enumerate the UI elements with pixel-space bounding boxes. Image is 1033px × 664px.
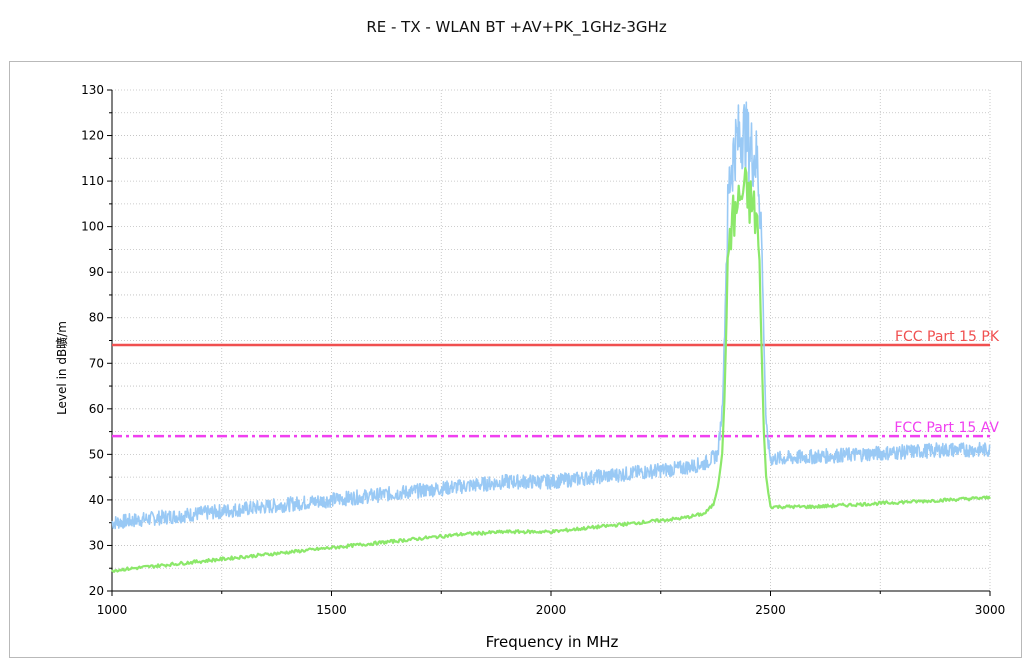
x-axis-title: Frequency in MHz — [486, 633, 619, 651]
x-tick-label: 3000 — [975, 603, 1006, 617]
limit-lines: FCC Part 15 PK FCC Part 15 AV — [112, 329, 1000, 438]
y-tick-label: 30 — [89, 538, 104, 552]
data-series — [111, 101, 991, 573]
y-tick-label: 120 — [81, 129, 104, 143]
x-tick-label: 1500 — [316, 603, 347, 617]
y-tick-label: 110 — [81, 174, 104, 188]
series-line-average — [111, 167, 991, 573]
chart-title: RE - TX - WLAN BT +AV+PK_1GHz-3GHz — [366, 18, 667, 36]
y-tick-label: 100 — [81, 220, 104, 234]
y-tick-label: 70 — [89, 356, 104, 370]
plot-frame — [9, 61, 1022, 658]
x-tick-label: 2500 — [755, 603, 786, 617]
grid-lines — [111, 89, 991, 592]
axes: 20 30 40 50 60 70 80 90 100 110 120 130 1000 1500 2000… — [81, 83, 1005, 617]
y-tick-label: 90 — [89, 265, 104, 279]
limit-line-label: FCC Part 15 PK — [895, 329, 1000, 345]
y-tick-label: 40 — [89, 493, 104, 507]
y-axis-title: Level in dB曠/m — [54, 321, 69, 415]
x-tick-label: 1000 — [97, 603, 128, 617]
y-tick-label: 50 — [89, 447, 104, 461]
y-tick-label: 20 — [89, 584, 104, 598]
y-tick-label: 130 — [81, 83, 104, 97]
x-tick-label: 2000 — [536, 603, 567, 617]
series-line-peak — [111, 101, 991, 530]
y-tick-label: 80 — [89, 311, 104, 325]
y-tick-label: 60 — [89, 402, 104, 416]
limit-line-label: FCC Part 15 AV — [894, 420, 999, 436]
